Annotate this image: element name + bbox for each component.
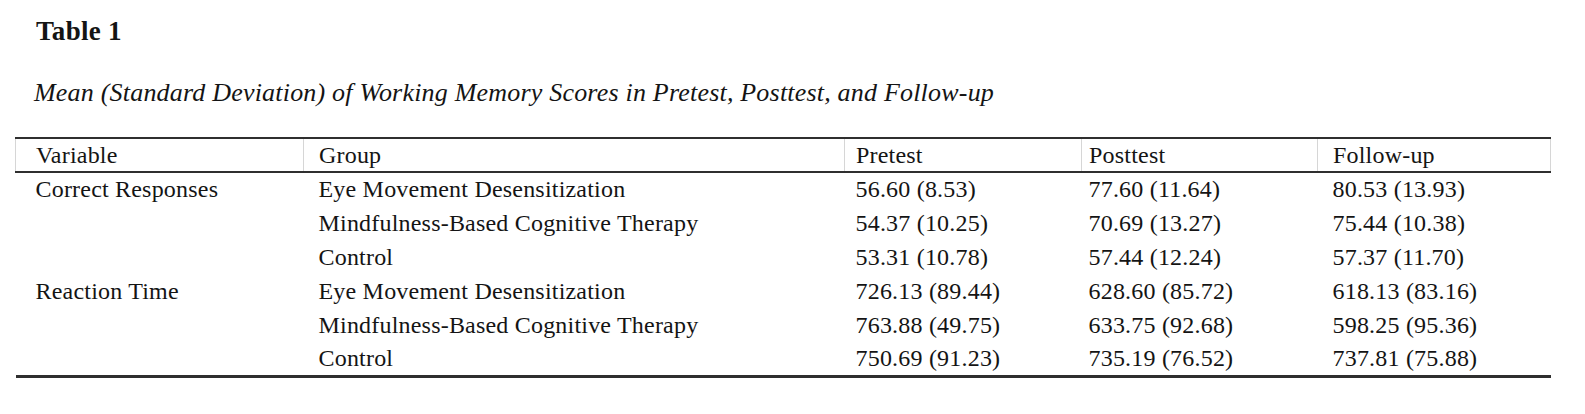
table-row: Mindfulness-Based Cognitive Therapy 54.3… [16, 206, 1551, 240]
cell-followup: 737.81 (75.88) [1318, 342, 1551, 376]
cell-group: Eye Movement Desensitization [304, 172, 845, 206]
cell-pretest: 726.13 (89.44) [845, 274, 1082, 308]
cell-pretest: 56.60 (8.53) [845, 172, 1082, 206]
document-page: Table 1 Mean (Standard Deviation) of Wor… [0, 0, 1585, 414]
table-row: Control 750.69 (91.23) 735.19 (76.52) 73… [16, 342, 1551, 376]
cell-pretest: 53.31 (10.78) [845, 240, 1082, 274]
column-header-pretest: Pretest [845, 138, 1082, 172]
cell-group: Control [304, 342, 845, 376]
header-row: Variable Group Pretest Posttest Follow-u… [16, 138, 1551, 172]
cell-pretest: 763.88 (49.75) [845, 308, 1082, 342]
column-header-posttest: Posttest [1082, 138, 1318, 172]
table-row: Mindfulness-Based Cognitive Therapy 763.… [16, 308, 1551, 342]
cell-variable [16, 308, 304, 342]
cell-followup: 57.37 (11.70) [1318, 240, 1551, 274]
cell-followup: 618.13 (83.16) [1318, 274, 1551, 308]
cell-pretest: 54.37 (10.25) [845, 206, 1082, 240]
cell-variable: Reaction Time [16, 274, 304, 308]
table-row: Correct Responses Eye Movement Desensiti… [16, 172, 1551, 206]
table-number-label: Table 1 [36, 16, 122, 47]
cell-variable [16, 206, 304, 240]
cell-variable [16, 240, 304, 274]
cell-posttest: 633.75 (92.68) [1082, 308, 1318, 342]
column-header-group: Group [304, 138, 845, 172]
cell-group: Mindfulness-Based Cognitive Therapy [304, 206, 845, 240]
cell-group: Eye Movement Desensitization [304, 274, 845, 308]
cell-posttest: 77.60 (11.64) [1082, 172, 1318, 206]
cell-posttest: 70.69 (13.27) [1082, 206, 1318, 240]
cell-followup: 75.44 (10.38) [1318, 206, 1551, 240]
cell-variable: Correct Responses [16, 172, 304, 206]
cell-group: Control [304, 240, 845, 274]
table-row: Control 53.31 (10.78) 57.44 (12.24) 57.3… [16, 240, 1551, 274]
cell-followup: 598.25 (95.36) [1318, 308, 1551, 342]
cell-posttest: 735.19 (76.52) [1082, 342, 1318, 376]
column-header-variable: Variable [16, 138, 304, 172]
cell-group: Mindfulness-Based Cognitive Therapy [304, 308, 845, 342]
data-table: Variable Group Pretest Posttest Follow-u… [15, 137, 1551, 378]
cell-pretest: 750.69 (91.23) [845, 342, 1082, 376]
table-row: Reaction Time Eye Movement Desensitizati… [16, 274, 1551, 308]
cell-posttest: 57.44 (12.24) [1082, 240, 1318, 274]
cell-posttest: 628.60 (85.72) [1082, 274, 1318, 308]
cell-followup: 80.53 (13.93) [1318, 172, 1551, 206]
table-caption: Mean (Standard Deviation) of Working Mem… [34, 78, 994, 108]
column-header-followup: Follow-up [1318, 138, 1551, 172]
cell-variable [16, 342, 304, 376]
